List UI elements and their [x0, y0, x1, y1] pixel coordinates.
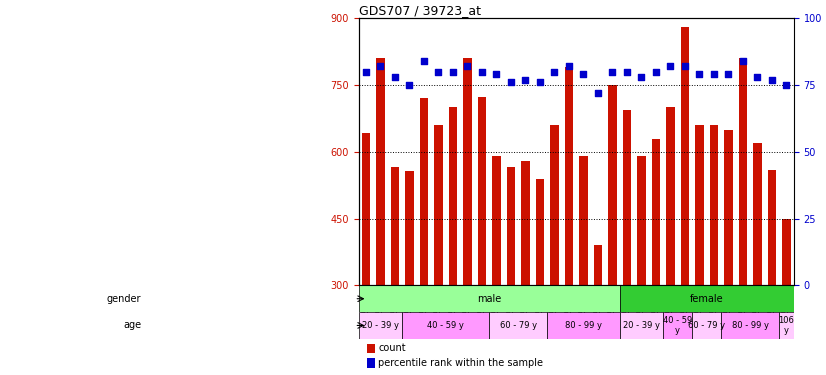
Bar	[779, 312, 794, 339]
Bar	[738, 58, 748, 285]
Bar	[368, 358, 375, 368]
Point	[490, 71, 503, 77]
Point	[519, 77, 532, 83]
Bar	[548, 312, 620, 339]
Point	[707, 71, 720, 77]
Bar	[376, 58, 385, 285]
Bar	[368, 344, 375, 353]
Text: age: age	[123, 320, 141, 330]
Bar	[358, 312, 402, 339]
Bar	[620, 285, 794, 312]
Bar	[637, 156, 646, 285]
Point	[693, 71, 706, 77]
Bar	[692, 312, 721, 339]
Bar	[521, 161, 529, 285]
Point	[534, 80, 547, 86]
Text: percentile rank within the sample: percentile rank within the sample	[378, 358, 544, 368]
Text: female: female	[690, 294, 724, 304]
Point	[417, 58, 430, 64]
Point	[563, 63, 576, 69]
Text: gender: gender	[107, 294, 141, 304]
Point	[461, 63, 474, 69]
Text: GDS707 / 39723_at: GDS707 / 39723_at	[358, 4, 481, 17]
Bar	[550, 125, 559, 285]
Text: 80 - 99 y: 80 - 99 y	[565, 321, 602, 330]
Text: 106
y: 106 y	[779, 316, 795, 335]
Bar	[492, 156, 501, 285]
Bar	[405, 171, 414, 285]
Text: count: count	[378, 344, 406, 353]
Bar	[391, 167, 399, 285]
Text: 80 - 99 y: 80 - 99 y	[732, 321, 769, 330]
Point	[722, 71, 735, 77]
Bar	[608, 85, 617, 285]
Point	[374, 63, 387, 69]
Bar	[767, 170, 776, 285]
Point	[548, 69, 561, 75]
Bar	[535, 178, 544, 285]
Text: 60 - 79 y: 60 - 79 y	[688, 321, 725, 330]
Point	[751, 74, 764, 80]
Point	[664, 63, 677, 69]
Bar	[489, 312, 548, 339]
Bar	[666, 107, 675, 285]
Point	[766, 77, 779, 83]
Bar	[753, 143, 762, 285]
Point	[635, 74, 648, 80]
Text: 20 - 39 y: 20 - 39 y	[623, 321, 660, 330]
Point	[780, 82, 793, 88]
Bar	[724, 130, 733, 285]
Bar	[620, 312, 663, 339]
Point	[505, 80, 518, 86]
Bar	[782, 219, 790, 285]
Point	[432, 69, 445, 75]
Bar	[681, 27, 690, 285]
Point	[678, 63, 691, 69]
Bar	[477, 97, 487, 285]
Point	[591, 90, 605, 96]
Point	[577, 71, 590, 77]
Bar	[623, 110, 631, 285]
Text: 40 - 59
y: 40 - 59 y	[663, 316, 692, 335]
Bar	[358, 285, 620, 312]
Point	[736, 58, 749, 64]
Point	[620, 69, 634, 75]
Bar	[463, 58, 472, 285]
Bar	[506, 167, 515, 285]
Text: 20 - 39 y: 20 - 39 y	[362, 321, 399, 330]
Bar	[594, 245, 602, 285]
Point	[649, 69, 662, 75]
Bar	[362, 133, 370, 285]
Bar	[565, 67, 573, 285]
Point	[388, 74, 401, 80]
Bar	[434, 125, 443, 285]
Point	[446, 69, 459, 75]
Point	[476, 69, 489, 75]
Point	[606, 69, 620, 75]
Bar	[695, 125, 704, 285]
Bar	[652, 138, 660, 285]
Text: 40 - 59 y: 40 - 59 y	[427, 321, 464, 330]
Bar	[663, 312, 692, 339]
Point	[359, 69, 373, 75]
Text: 60 - 79 y: 60 - 79 y	[500, 321, 537, 330]
Point	[403, 82, 416, 88]
Bar	[721, 312, 779, 339]
Bar	[420, 99, 429, 285]
Bar	[579, 156, 588, 285]
Text: male: male	[477, 294, 501, 304]
Bar	[449, 107, 458, 285]
Bar	[402, 312, 489, 339]
Bar	[710, 125, 719, 285]
